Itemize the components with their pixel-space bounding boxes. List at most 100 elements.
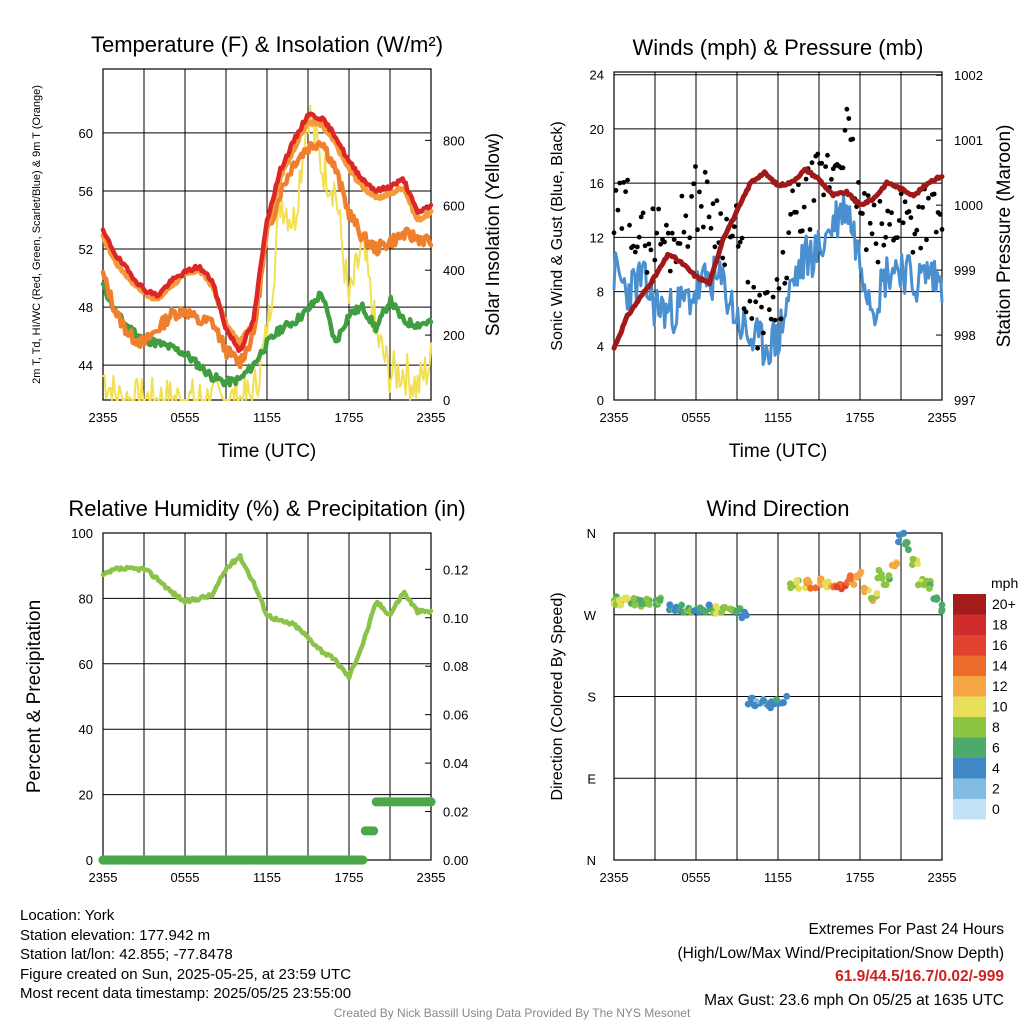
wind-direction-point bbox=[783, 692, 791, 700]
gust-point bbox=[889, 210, 894, 216]
wind-direction-point bbox=[718, 609, 725, 616]
y-axis-label: 2m T, Td, HI/WC (Red, Green, Scarlet/Blu… bbox=[31, 85, 43, 384]
meteogram-figure: 2355 0555 1155 1755 2355 Temperature (F) & In… bbox=[24, 32, 1018, 885]
y-tick-label: 80 bbox=[79, 591, 93, 606]
legend-swatch bbox=[953, 594, 986, 615]
x-tick-label: 1155 bbox=[253, 870, 281, 885]
right-tick-label: 0 bbox=[443, 393, 450, 408]
gust-point bbox=[939, 227, 945, 232]
wind-direction-point bbox=[779, 699, 787, 707]
legend-title: mph bbox=[991, 575, 1018, 591]
gust-point bbox=[683, 213, 689, 219]
gust-point bbox=[778, 316, 784, 322]
x-tick-label: 1755 bbox=[335, 870, 364, 885]
gust-point bbox=[664, 222, 669, 228]
gust-point bbox=[667, 268, 673, 274]
gust-point bbox=[753, 299, 759, 305]
gust-point bbox=[799, 228, 805, 234]
gust-point bbox=[656, 206, 661, 212]
legend-label: 0 bbox=[992, 801, 1000, 817]
chart-title: Winds (mph) & Pressure (mb) bbox=[633, 35, 924, 60]
x-tick-label: 0555 bbox=[171, 870, 200, 885]
gust-point bbox=[873, 241, 879, 247]
gust-point bbox=[755, 345, 760, 351]
y-tick-label: 16 bbox=[590, 176, 604, 191]
right-tick-label: 1000 bbox=[954, 198, 983, 213]
gust-point bbox=[695, 227, 700, 233]
wind-direction-point bbox=[902, 540, 909, 548]
gust-point bbox=[896, 218, 902, 223]
wind-direction-point bbox=[885, 572, 893, 580]
right-tick-label: 0.04 bbox=[443, 756, 468, 771]
legend-swatch bbox=[953, 655, 986, 676]
x-tick-label: 2355 bbox=[417, 410, 446, 425]
gust-point bbox=[902, 199, 908, 205]
precipitation-point bbox=[426, 797, 436, 807]
y-tick-label: W bbox=[584, 608, 597, 623]
right-tick-label: 0.00 bbox=[443, 853, 468, 868]
wind-direction-point bbox=[690, 607, 698, 615]
extremes-values: 61.9/44.5/16.7/0.02/-999 bbox=[835, 968, 1004, 985]
gust-point bbox=[691, 181, 696, 187]
gust-point bbox=[677, 241, 683, 247]
temperature-2m-line bbox=[100, 111, 434, 353]
right-tick-label: 0.06 bbox=[443, 708, 468, 723]
wind-direction-point bbox=[893, 560, 900, 567]
gust-point bbox=[786, 230, 792, 236]
gust-point bbox=[636, 234, 642, 240]
gust-point bbox=[650, 206, 656, 212]
right-tick-label: 800 bbox=[443, 133, 465, 148]
x-tick-label: 2355 bbox=[928, 410, 957, 425]
chart-title: Wind Direction bbox=[706, 496, 849, 521]
station-pressure-line bbox=[611, 166, 945, 351]
recent-data-timestamp: Most recent data timestamp: 2025/05/25 2… bbox=[20, 985, 352, 1002]
x-tick-label: 1155 bbox=[764, 870, 792, 885]
gust-point bbox=[887, 222, 892, 227]
legend-label: 14 bbox=[992, 658, 1008, 674]
wind-direction-point bbox=[914, 581, 922, 589]
right-tick-label: 600 bbox=[443, 198, 465, 213]
wind-direction-point bbox=[645, 601, 653, 608]
right-tick-label: 0.10 bbox=[443, 611, 468, 626]
gust-point bbox=[885, 208, 891, 214]
gust-point bbox=[900, 220, 906, 226]
gust-point bbox=[916, 204, 922, 210]
x-tick-label: 0555 bbox=[682, 410, 711, 425]
wind-direction-point bbox=[867, 594, 875, 602]
gust-point bbox=[611, 230, 617, 236]
gust-point bbox=[774, 277, 780, 282]
gust-point bbox=[671, 237, 677, 243]
right-axis-label: Station Pressure (Maroon) bbox=[994, 125, 1015, 348]
gust-point bbox=[912, 231, 918, 237]
gust-point bbox=[720, 255, 726, 261]
right-tick-label: 200 bbox=[443, 328, 465, 343]
right-tick-label: 400 bbox=[443, 263, 465, 278]
right-tick-label: 999 bbox=[954, 263, 976, 278]
gust-point bbox=[747, 298, 753, 304]
right-axis-label: Solar Insolation (Yellow) bbox=[483, 133, 504, 336]
wind-direction-point bbox=[873, 590, 881, 597]
gust-point bbox=[933, 229, 939, 235]
gust-point bbox=[757, 292, 762, 298]
x-tick-label: 2355 bbox=[928, 870, 957, 885]
wind-direction-point bbox=[637, 597, 645, 604]
x-tick-label: 0555 bbox=[682, 870, 711, 885]
right-tick-label: 0.02 bbox=[443, 805, 468, 820]
max-gust: Max Gust: 23.6 mph On 05/25 at 1635 UTC bbox=[704, 991, 1004, 1009]
gust-point bbox=[615, 207, 621, 213]
legend-label: 2 bbox=[992, 781, 1000, 797]
legend-label: 20+ bbox=[992, 596, 1016, 612]
legend-label: 16 bbox=[992, 637, 1008, 653]
extremes-box: Extremes For Past 24 Hours (High/Low/Max… bbox=[678, 918, 1005, 1012]
gust-point bbox=[815, 151, 821, 157]
wind-direction-point bbox=[807, 584, 814, 592]
gust-point bbox=[784, 275, 790, 281]
figure-created: Figure created on Sun, 2025-05-25, at 23… bbox=[20, 965, 352, 983]
gust-point bbox=[840, 165, 846, 171]
gust-point bbox=[731, 224, 737, 230]
wind-direction-chart: 2355 0555 1155 1755 2355 Wind Direction N E S W N D… bbox=[549, 496, 956, 885]
extremes-title: Extremes For Past 24 Hours bbox=[808, 921, 1004, 938]
gust-point bbox=[821, 192, 826, 198]
gust-point bbox=[801, 204, 807, 210]
gust-point bbox=[706, 214, 712, 220]
